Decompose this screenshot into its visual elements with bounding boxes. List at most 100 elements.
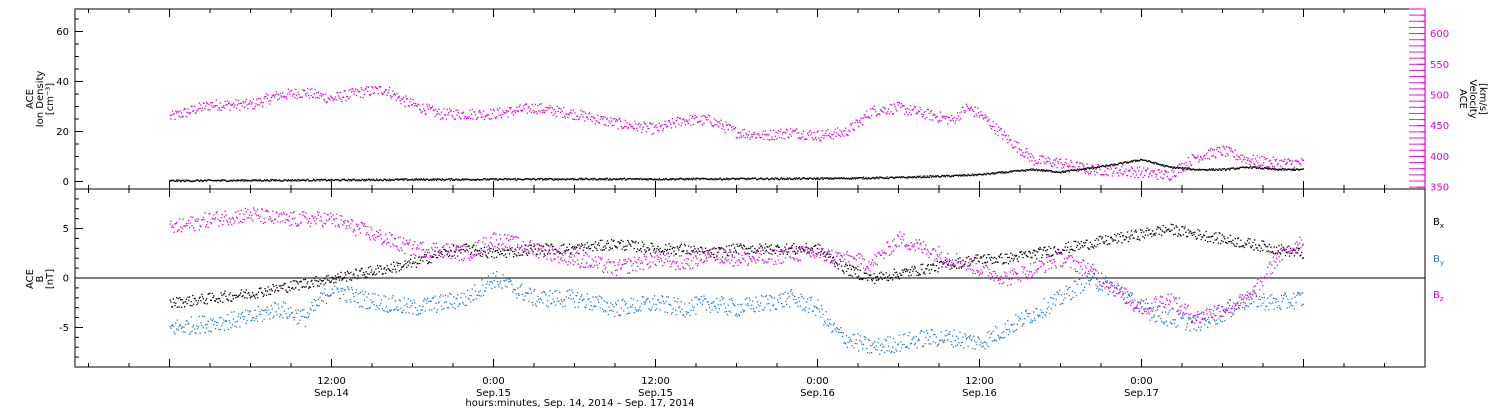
by-series-point bbox=[1283, 295, 1284, 296]
by-series-point bbox=[1123, 299, 1124, 300]
bx-series-point bbox=[228, 300, 229, 301]
by-series-point bbox=[482, 284, 483, 285]
velocity-series-point bbox=[449, 108, 450, 109]
velocity-series-point bbox=[616, 119, 617, 120]
density-series-point bbox=[748, 177, 749, 178]
by-series-point bbox=[858, 350, 859, 351]
by-series-point bbox=[539, 302, 540, 303]
velocity-series-point bbox=[925, 110, 926, 111]
by-series-point bbox=[1155, 310, 1156, 311]
by-series-point bbox=[241, 313, 242, 314]
bx-series-point bbox=[306, 283, 307, 284]
by-series-point bbox=[238, 313, 239, 314]
by-series-point bbox=[727, 314, 728, 315]
by-series-point bbox=[266, 312, 267, 313]
velocity-series-point bbox=[246, 99, 247, 100]
velocity-series-point bbox=[268, 100, 269, 101]
by-series-point bbox=[523, 299, 524, 300]
by-series-point bbox=[498, 286, 499, 287]
by-series-point bbox=[402, 312, 403, 313]
density-series-point bbox=[553, 179, 554, 180]
by-series-point bbox=[601, 298, 602, 299]
by-series-point bbox=[935, 342, 936, 343]
by-series-point bbox=[613, 311, 614, 312]
by-series-point bbox=[752, 301, 753, 302]
velocity-series-point bbox=[239, 110, 240, 111]
by-series-point bbox=[341, 290, 342, 291]
velocity-series-point bbox=[315, 97, 316, 98]
bx-series-point bbox=[351, 279, 352, 280]
velocity-series-point bbox=[258, 98, 259, 99]
by-series-point bbox=[985, 342, 986, 343]
by-series-point bbox=[640, 310, 641, 311]
velocity-series-point bbox=[826, 130, 827, 131]
by-series-point bbox=[204, 332, 205, 333]
velocity-series-point bbox=[332, 97, 333, 98]
velocity-series-point bbox=[529, 110, 530, 111]
by-series-point bbox=[506, 286, 507, 287]
velocity-series-point bbox=[830, 136, 831, 137]
density-series-point bbox=[485, 178, 486, 179]
velocity-series-point bbox=[719, 123, 720, 124]
density-series-point bbox=[545, 179, 546, 180]
velocity-series-point bbox=[377, 88, 378, 89]
x-tick-label-time: 0:00 bbox=[806, 376, 828, 387]
by-series-point bbox=[1161, 321, 1162, 322]
bx-series-point bbox=[371, 269, 372, 270]
bx-series-point bbox=[281, 285, 282, 286]
by-series-point bbox=[372, 293, 373, 294]
by-series-point bbox=[769, 295, 770, 296]
by-series-point bbox=[1033, 311, 1034, 312]
by-series-point bbox=[717, 312, 718, 313]
velocity-series-point bbox=[594, 117, 595, 118]
velocity-series-point bbox=[565, 117, 566, 118]
velocity-series-point bbox=[1133, 170, 1134, 171]
by-series-point bbox=[221, 325, 222, 326]
bx-series-point bbox=[584, 244, 585, 245]
velocity-series-point bbox=[952, 118, 953, 119]
velocity-series-point bbox=[656, 127, 657, 128]
by-series-point bbox=[364, 300, 365, 301]
by-series-point bbox=[226, 321, 227, 322]
velocity-series-point bbox=[513, 114, 514, 115]
by-series-point bbox=[1012, 324, 1013, 325]
bx-series-point bbox=[485, 255, 486, 256]
density-series-point bbox=[462, 178, 463, 179]
bx-series bbox=[170, 224, 1304, 308]
by-series-point bbox=[265, 309, 266, 310]
by-series-point bbox=[1157, 309, 1158, 310]
bx-series-point bbox=[240, 293, 241, 294]
by-series-point bbox=[860, 341, 861, 342]
by-series-point bbox=[559, 292, 560, 293]
by-series-point bbox=[814, 306, 815, 307]
velocity-series-point bbox=[809, 131, 810, 132]
velocity-series-point bbox=[1152, 170, 1153, 171]
velocity-series-point bbox=[1164, 170, 1165, 171]
bx-series-point bbox=[482, 254, 483, 255]
velocity-series-point bbox=[575, 119, 576, 120]
by-series-point bbox=[995, 326, 996, 327]
velocity-series-point bbox=[751, 134, 752, 135]
velocity-series-point bbox=[1095, 174, 1096, 175]
velocity-series-point bbox=[1049, 158, 1050, 159]
velocity-series-point bbox=[1261, 156, 1262, 157]
velocity-series-point bbox=[424, 110, 425, 111]
density-series-point bbox=[365, 180, 366, 181]
velocity-series-point bbox=[728, 129, 729, 130]
density-series-point bbox=[1069, 171, 1070, 172]
velocity-series-point bbox=[1134, 177, 1135, 178]
velocity-series-point bbox=[1129, 169, 1130, 170]
velocity-series-point bbox=[596, 120, 597, 121]
by-series-point bbox=[246, 320, 247, 321]
by-series-point bbox=[599, 296, 600, 297]
density-series-point bbox=[179, 180, 180, 181]
velocity-series-point bbox=[1264, 157, 1265, 158]
bx-series-point bbox=[318, 281, 319, 282]
bx-series-point bbox=[459, 249, 460, 250]
by-series-point bbox=[223, 319, 224, 320]
velocity-series-point bbox=[995, 133, 996, 134]
velocity-series-point bbox=[225, 101, 226, 102]
density-series-point bbox=[691, 178, 692, 179]
by-series-point bbox=[621, 300, 622, 301]
by-series-point bbox=[280, 315, 281, 316]
